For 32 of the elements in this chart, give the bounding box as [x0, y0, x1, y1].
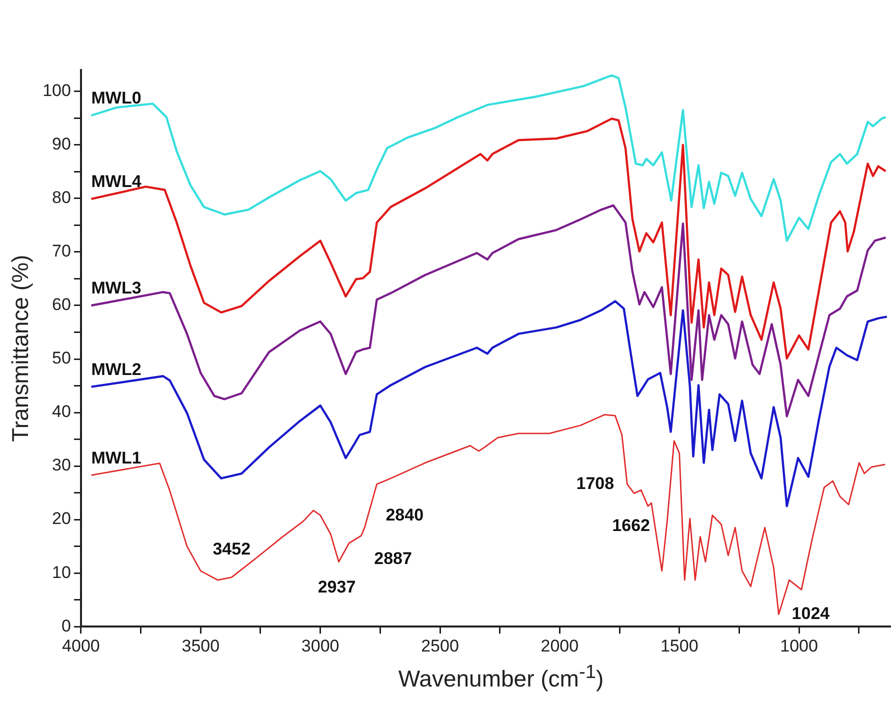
series-label: MWL0 [91, 88, 142, 108]
y-tick-label: 80 [52, 188, 71, 208]
x-tick-label: 4000 [62, 636, 100, 656]
y-tick-label: 0 [61, 616, 71, 636]
y-axis-title: Transmittance (%) [7, 254, 34, 442]
x-axis-title: Wavenumber (cm$^{-1}$) [397, 662, 605, 693]
annotation: 2887 [374, 548, 412, 568]
x-tick-label: 3000 [301, 636, 340, 656]
x-tick-label: 2500 [421, 636, 459, 656]
y-tick-label: 20 [52, 509, 71, 528]
series-label: MWL3 [91, 278, 142, 298]
x-tick-label: 1000 [780, 636, 818, 656]
y-tick-label: 50 [52, 348, 71, 368]
x-tick-label: 2000 [540, 636, 579, 656]
annotation: 3452 [212, 540, 251, 559]
y-tick-label: 40 [52, 402, 71, 422]
annotation: 2840 [386, 505, 424, 524]
series-label: MWL1 [91, 448, 142, 468]
annotation: 1024 [792, 604, 830, 623]
series-label: MWL2 [91, 360, 142, 380]
y-tick-label: 10 [52, 562, 71, 582]
annotation: 1662 [612, 516, 650, 535]
x-tick-label: 1500 [660, 636, 698, 656]
y-tick-label: 70 [52, 242, 71, 261]
y-tick-label: 60 [52, 295, 71, 314]
annotation: 2937 [318, 578, 356, 597]
x-tick-label: 3500 [182, 636, 220, 656]
annotation: 1708 [576, 474, 614, 493]
y-tick-label: 90 [52, 134, 71, 154]
y-tick-label: 30 [52, 456, 71, 475]
y-tick-label: 100 [42, 81, 71, 100]
series-label: MWL4 [91, 172, 142, 192]
